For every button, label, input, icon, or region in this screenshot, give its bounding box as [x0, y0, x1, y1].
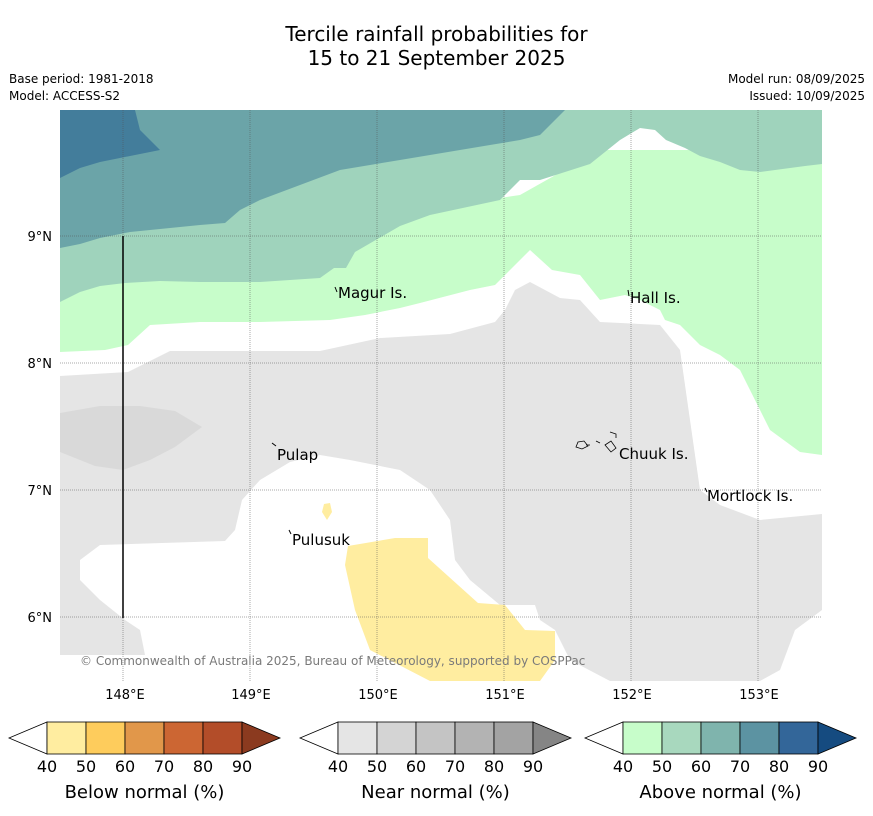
- colorbar-segment: [622, 721, 663, 755]
- colorbar-segment: [454, 721, 495, 755]
- colorbar-tick-label: 50: [652, 757, 672, 776]
- axis-tick-labels: 148°E 149°E 150°E 151°E 152°E 153°E 9°N …: [28, 230, 779, 703]
- colorbar-tick-label: 40: [37, 757, 57, 776]
- chuuk-islands-outline: [575, 431, 617, 453]
- title-line-1: Tercile rainfall probabilities for: [285, 22, 588, 46]
- model-name: Model: ACCESS-S2: [9, 89, 121, 103]
- lon-tick-148: 148°E: [105, 688, 145, 703]
- colorbar-tick-label: 60: [115, 757, 135, 776]
- colorbar-segment: [46, 721, 87, 755]
- model-run: Model run: 08/09/2025: [727, 72, 865, 86]
- below-normal-50-region: [345, 538, 555, 681]
- colorbar-3: 40 50 60 70 80 90 Above normal (%): [583, 721, 858, 803]
- base-period: Base period: 1981-2018: [9, 72, 154, 86]
- colorbar-label: Near normal (%): [361, 782, 510, 803]
- colorbar-label: Below normal (%): [65, 782, 225, 803]
- place-label-mortlock: Mortlock Is.: [707, 487, 793, 505]
- colorbar-segment: [493, 721, 534, 755]
- above-normal-80-region: [60, 110, 160, 178]
- meta-left: Base period: 1981-2018 Model: ACCESS-S2: [9, 71, 154, 105]
- meta-right: Model run: 08/09/2025 Issued: 10/09/2025: [728, 71, 865, 105]
- issued-date: Issued: 10/09/2025: [749, 89, 865, 103]
- colorbar-segment: [85, 721, 126, 755]
- colorbar-tick-label: 80: [484, 757, 504, 776]
- lat-tick-8: 8°N: [28, 357, 53, 372]
- colorbar-tick-label: 40: [613, 757, 633, 776]
- colorbar-2: 40 50 60 70 80 90 Near normal (%): [298, 721, 573, 803]
- near-normal-50-region: [60, 282, 822, 681]
- colorbar-segment: [778, 721, 819, 755]
- near-normal-60-region: [60, 406, 202, 470]
- lon-tick-149: 149°E: [231, 688, 271, 703]
- below-normal-50-small-region: [322, 503, 332, 520]
- colorbar-tick-label: 90: [232, 757, 252, 776]
- colorbar-segment: [739, 721, 780, 755]
- lon-tick-150: 150°E: [358, 688, 398, 703]
- place-label-pulusuk: Pulusuk: [292, 531, 350, 549]
- colorbar-tick-label: 50: [367, 757, 387, 776]
- colorbar-tick-label: 90: [523, 757, 543, 776]
- colorbar-segment: [202, 721, 243, 755]
- map-plot-area: [60, 110, 822, 681]
- colorbar-segment: [376, 721, 417, 755]
- colorbar-tick-label: 90: [808, 757, 828, 776]
- lon-tick-153: 153°E: [739, 688, 779, 703]
- colorbar-under-triangle: [7, 721, 48, 755]
- colorbar-label: Above normal (%): [639, 782, 801, 803]
- colorbar-over-triangle: [817, 721, 858, 755]
- map-gridlines: [60, 110, 822, 681]
- title-line-2: 15 to 21 September 2025: [307, 46, 566, 70]
- colorbar-over-triangle: [241, 721, 282, 755]
- colorbar-over-triangle: [532, 721, 573, 755]
- colorbar-segment: [124, 721, 165, 755]
- colorbar-tick-label: 70: [445, 757, 465, 776]
- colorbar-segment: [163, 721, 204, 755]
- place-label-chuuk: Chuuk Is.: [619, 445, 688, 463]
- colorbar-segment: [415, 721, 456, 755]
- lon-tick-151: 151°E: [485, 688, 525, 703]
- place-labels: Magur Is. Hall Is. Pulap Chuuk Is. Mortl…: [277, 284, 793, 549]
- above-normal-70-region: [60, 110, 565, 248]
- lat-tick-7: 7°N: [28, 484, 53, 499]
- colorbar-segment: [337, 721, 378, 755]
- colorbar-tick-label: 80: [769, 757, 789, 776]
- lon-tick-152: 152°E: [612, 688, 652, 703]
- place-label-pulap: Pulap: [277, 446, 318, 464]
- colorbar-tick-label: 80: [193, 757, 213, 776]
- colorbar-under-triangle: [583, 721, 624, 755]
- lat-tick-6: 6°N: [28, 611, 53, 626]
- colorbar-1: 40 50 60 70 80 90 Below normal (%): [7, 721, 282, 803]
- colorbars: 40 50 60 70 80 90 Below normal (%) 40 50 60 70 80 90…: [7, 721, 858, 803]
- colorbar-segment: [700, 721, 741, 755]
- colorbar-tick-label: 50: [76, 757, 96, 776]
- colorbar-tick-label: 40: [328, 757, 348, 776]
- colorbar-tick-label: 70: [154, 757, 174, 776]
- place-label-hall: Hall Is.: [630, 289, 681, 307]
- copyright-notice: © Commonwealth of Australia 2025, Bureau…: [80, 654, 585, 668]
- lat-tick-9: 9°N: [28, 230, 53, 245]
- place-label-magur: Magur Is.: [338, 284, 407, 302]
- colorbar-tick-label: 60: [691, 757, 711, 776]
- colorbar-under-triangle: [298, 721, 339, 755]
- colorbar-segment: [661, 721, 702, 755]
- colorbar-tick-label: 70: [730, 757, 750, 776]
- map-title: Tercile rainfall probabilities for 15 to…: [0, 22, 873, 70]
- colorbar-tick-label: 60: [406, 757, 426, 776]
- island-markers: [271, 286, 708, 535]
